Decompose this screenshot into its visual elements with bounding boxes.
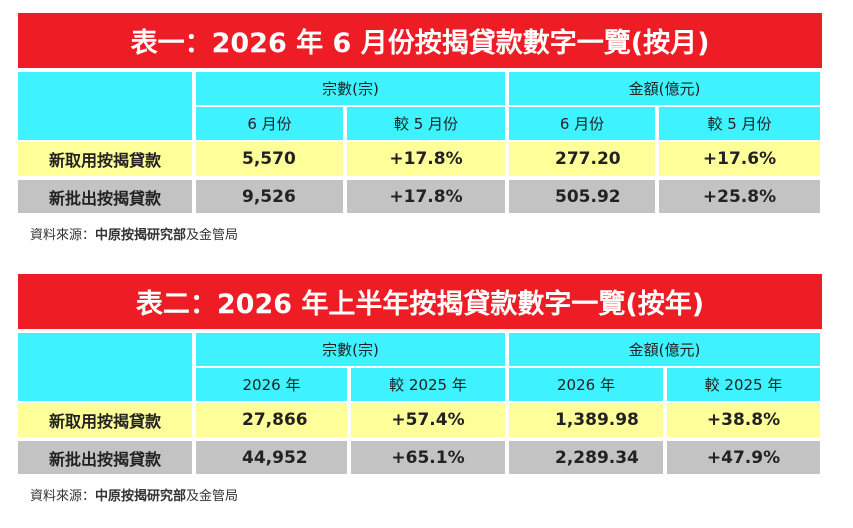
sub-header: 6 月份 (509, 107, 655, 140)
sub-header: 較 5 月份 (347, 107, 505, 140)
cell-value: 1,389.98 (509, 403, 663, 437)
cell-value: 9,526 (196, 180, 343, 213)
cell-value: 27,866 (196, 403, 347, 437)
table-title: 表二：2026 年上半年按揭貸款數字一覽(按年) (18, 274, 822, 329)
cell-value: 505.92 (509, 180, 655, 213)
cell-value: +17.6% (659, 142, 820, 176)
sub-header: 較 2025 年 (667, 368, 820, 401)
row-label: 新取用按揭貸款 (18, 403, 192, 437)
cell-value: +65.1% (351, 441, 505, 474)
cell-value: +17.8% (347, 142, 505, 176)
source-org: 中原按揭研究部 (95, 228, 187, 243)
sub-header: 較 2025 年 (351, 368, 505, 401)
row-label: 新批出按揭貸款 (18, 441, 192, 474)
sub-header: 6 月份 (196, 107, 343, 140)
sub-header: 2026 年 (196, 368, 347, 401)
group-header: 宗數(宗) (196, 333, 505, 366)
source-suffix: 及金管局 (186, 489, 239, 504)
source-note: 資料來源：中原按揭研究部及金管局 (30, 224, 238, 243)
group-header: 金額(億元) (509, 333, 820, 366)
source-suffix: 及金管局 (186, 228, 239, 243)
cell-value: 5,570 (196, 142, 343, 176)
row-label: 新取用按揭貸款 (18, 142, 192, 176)
header-corner (18, 333, 192, 401)
row-label: 新批出按揭貸款 (18, 180, 192, 213)
cell-value: 277.20 (509, 142, 655, 176)
source-prefix: 資料來源： (30, 228, 96, 243)
cell-value: +38.8% (667, 403, 820, 437)
table-title: 表一：2026 年 6 月份按揭貸款數字一覽(按月) (18, 13, 822, 68)
cell-value: +57.4% (351, 403, 505, 437)
sub-header: 2026 年 (509, 368, 663, 401)
cell-value: 44,952 (196, 441, 347, 474)
source-prefix: 資料來源： (30, 489, 96, 504)
source-note: 資料來源：中原按揭研究部及金管局 (30, 485, 238, 504)
group-header: 宗數(宗) (196, 72, 505, 105)
sub-header: 較 5 月份 (659, 107, 820, 140)
cell-value: +47.9% (667, 441, 820, 474)
cell-value: +17.8% (347, 180, 505, 213)
cell-value: 2,289.34 (509, 441, 663, 474)
header-corner (18, 72, 192, 140)
source-org: 中原按揭研究部 (95, 489, 187, 504)
group-header: 金額(億元) (509, 72, 820, 105)
cell-value: +25.8% (659, 180, 820, 213)
